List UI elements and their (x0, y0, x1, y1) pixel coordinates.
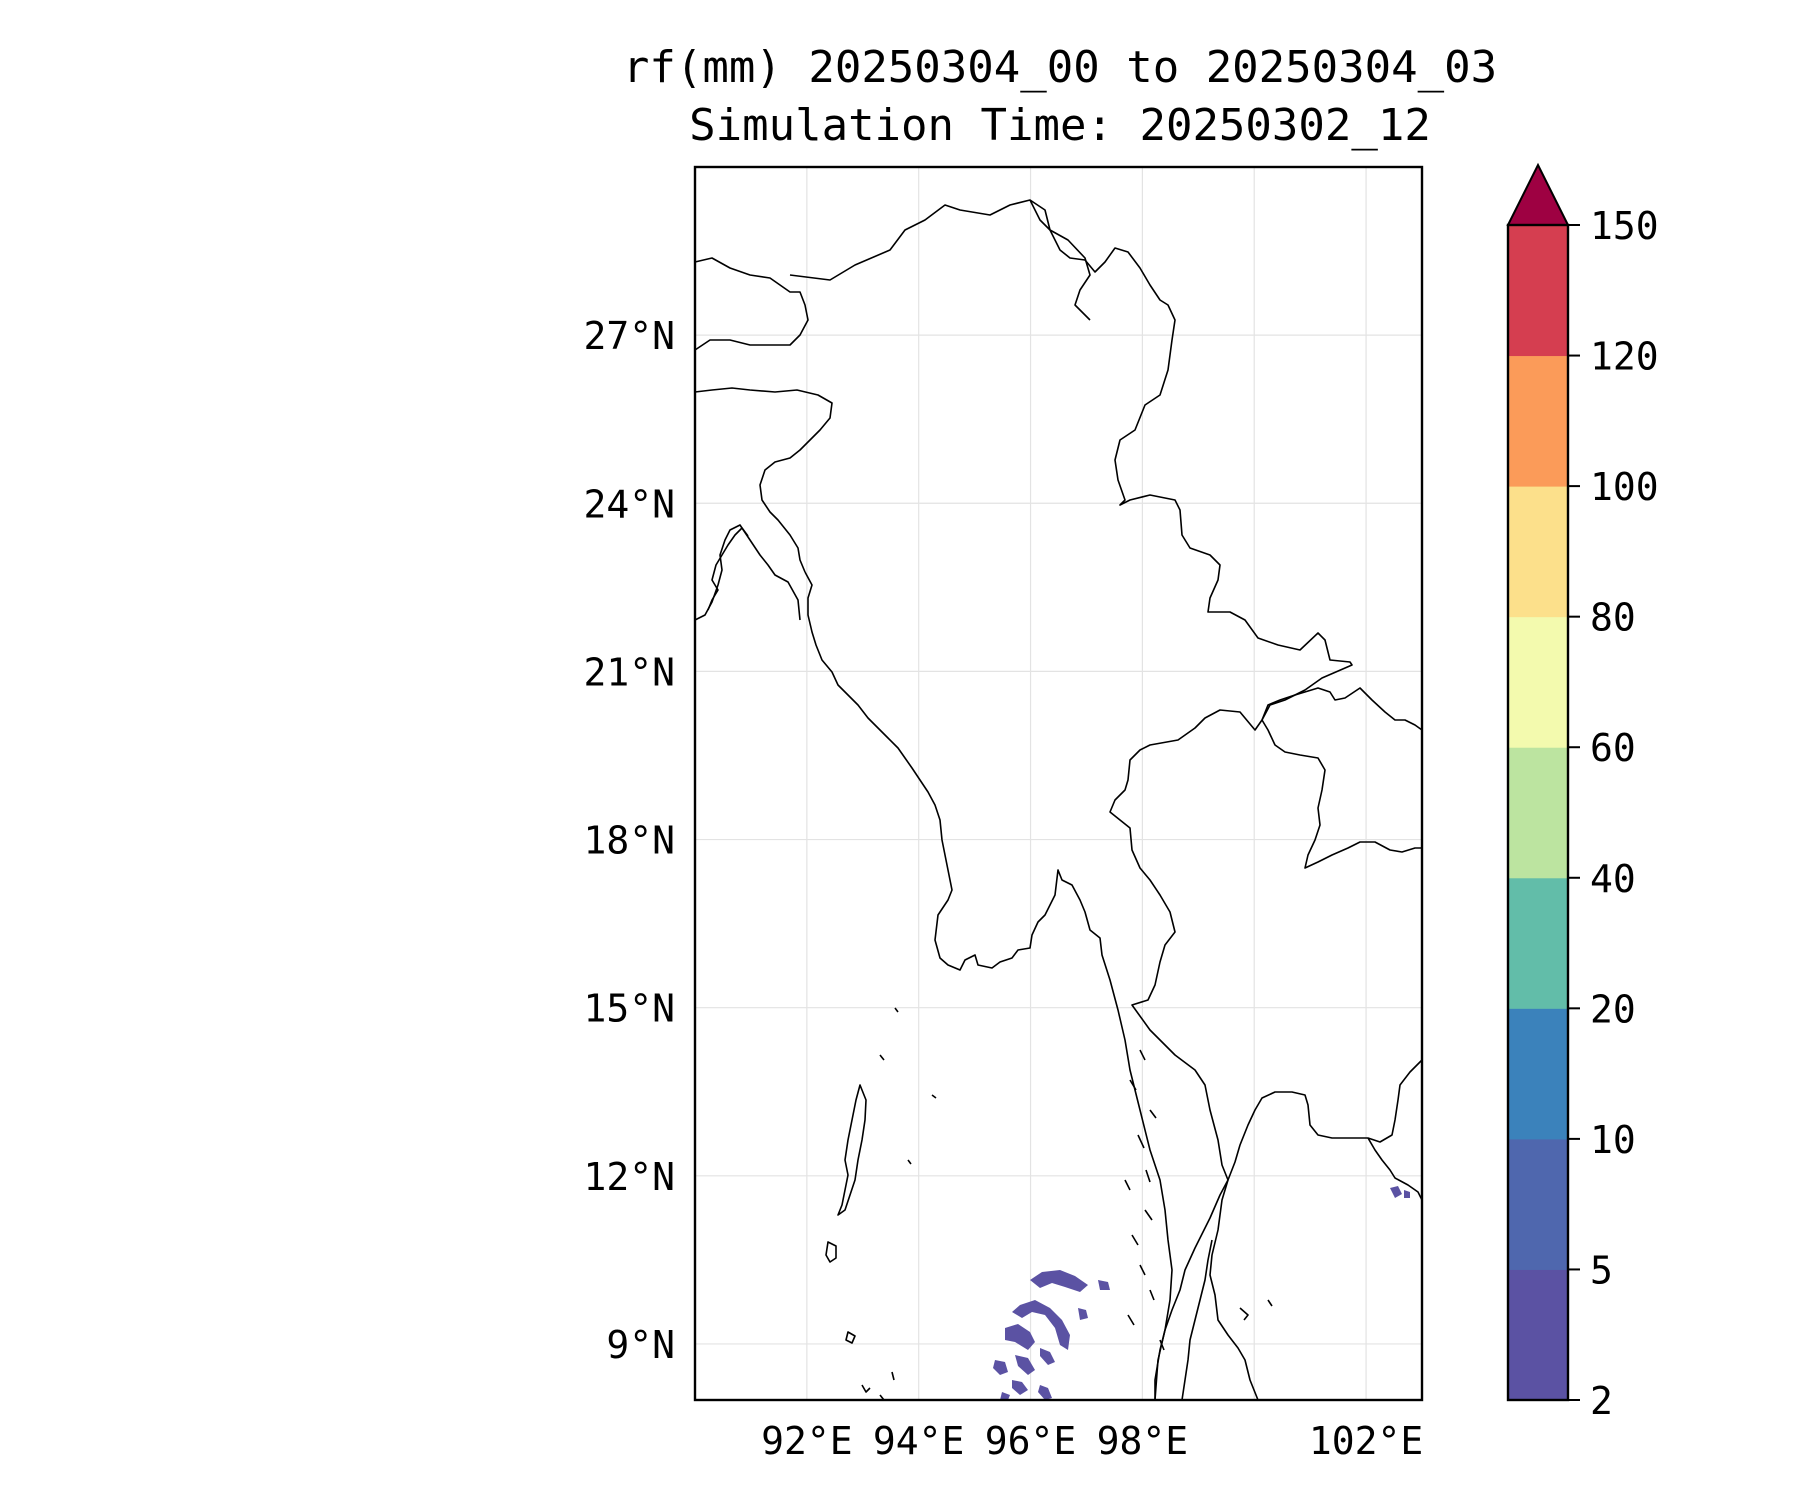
title-line-2: Simulation Time: 20250302_12 (689, 100, 1431, 151)
colorbar-tick-label: 40 (1590, 857, 1636, 901)
precip-region (1390, 1186, 1402, 1198)
colorbar-tick-label: 60 (1590, 726, 1636, 770)
small-islands (879, 1007, 1273, 1321)
coastlines-and-borders (694, 199, 1423, 1401)
colorbar-segment (1508, 1008, 1568, 1140)
map-panel: 27°N 24°N 21°N 18°N 15°N 12°N 9°N 92°E 94°E 96°E… (583, 165, 1424, 1463)
colorbar-tick-label: 80 (1590, 596, 1636, 640)
colorbar-tick-label: 150 (1590, 204, 1659, 248)
precip-region (1015, 1355, 1035, 1375)
colorbar-segment (1508, 747, 1568, 879)
colorbar-tick-label: 100 (1590, 465, 1659, 509)
laos-thailand-border (1261, 687, 1423, 731)
title-line-1: rf(mm) 20250304_00 to 20250304_03 (623, 42, 1497, 93)
colorbar: 2 5 10 20 40 60 80 100 120 150 (1506, 162, 1659, 1423)
precip-region (1012, 1300, 1070, 1350)
colorbar-tick-label: 20 (1590, 987, 1636, 1031)
lat-tick-label: 15°N (583, 987, 675, 1031)
andaman-islands (837, 1084, 867, 1216)
lat-tick-label: 18°N (583, 819, 675, 863)
colorbar-ticks: 2 5 10 20 40 60 80 100 120 150 (1568, 204, 1659, 1423)
lon-tick-label: 92°E (761, 1419, 853, 1463)
precip-region (1012, 1380, 1028, 1395)
lat-tick-label: 12°N (583, 1155, 675, 1199)
precip-region (1404, 1190, 1410, 1198)
precip-region (1040, 1348, 1055, 1365)
precip-region (1030, 1270, 1088, 1292)
precip-region (1038, 1385, 1052, 1400)
colorbar-segment (1508, 355, 1568, 487)
precip-region (1078, 1308, 1088, 1320)
myeik-archipelago (1124, 1049, 1165, 1351)
bangladesh-delta-coast (707, 527, 749, 611)
colorbar-segment (1508, 877, 1568, 1009)
colorbar-segments (1508, 225, 1568, 1401)
lat-tick-label: 27°N (583, 314, 675, 358)
colorbar-segment (1508, 1138, 1568, 1270)
colorbar-segment (1508, 616, 1568, 748)
china-border-north (1029, 199, 1091, 321)
map-gridlines (695, 167, 1422, 1400)
car-nicobar-island (845, 1331, 856, 1344)
longitude-tick-labels: 92°E 94°E 96°E 98°E 102°E (761, 1419, 1423, 1463)
lat-tick-label: 9°N (606, 1323, 675, 1367)
colorbar-segment (1508, 486, 1568, 618)
thailand-cambodia-border (1227, 1059, 1423, 1181)
thailand-laos-border (1261, 719, 1422, 869)
colorbar-segment (1508, 225, 1568, 357)
colorbar-tick-label: 120 (1590, 335, 1659, 379)
precip-region (1000, 1392, 1010, 1400)
map-frame (693, 165, 1424, 1402)
peninsula-west-coast (1181, 1239, 1213, 1401)
colorbar-tick-label: 10 (1590, 1118, 1636, 1162)
colorbar-tick-label: 5 (1590, 1248, 1613, 1292)
peninsula-east-coast (1209, 1179, 1259, 1401)
colorbar-frame (1506, 223, 1570, 1402)
lon-tick-label: 102°E (1309, 1419, 1423, 1463)
lat-tick-label: 24°N (583, 482, 675, 526)
colorbar-segment (1508, 1269, 1568, 1401)
lon-tick-label: 96°E (985, 1419, 1077, 1463)
myanmar-coast (804, 571, 1173, 1401)
lon-tick-label: 98°E (1097, 1419, 1189, 1463)
myanmar-border (789, 199, 1353, 1400)
precip-region (1005, 1324, 1035, 1350)
india-bangladesh-border (694, 387, 833, 573)
map-background (695, 167, 1422, 1400)
lat-tick-label: 21°N (583, 650, 675, 694)
latitude-tick-labels: 27°N 24°N 21°N 18°N 15°N 12°N 9°N (583, 314, 675, 1367)
precip-region (1098, 1280, 1110, 1290)
colorbar-tick-label: 2 (1590, 1379, 1613, 1423)
lon-tick-label: 94°E (873, 1419, 965, 1463)
little-andaman-island (825, 1241, 837, 1263)
precipitation-contours (993, 1186, 1410, 1400)
precip-region (993, 1360, 1008, 1375)
colorbar-extend-arrow (1506, 162, 1570, 226)
thailand-gulf-coast (1367, 1137, 1423, 1201)
india-north-border (694, 257, 809, 351)
